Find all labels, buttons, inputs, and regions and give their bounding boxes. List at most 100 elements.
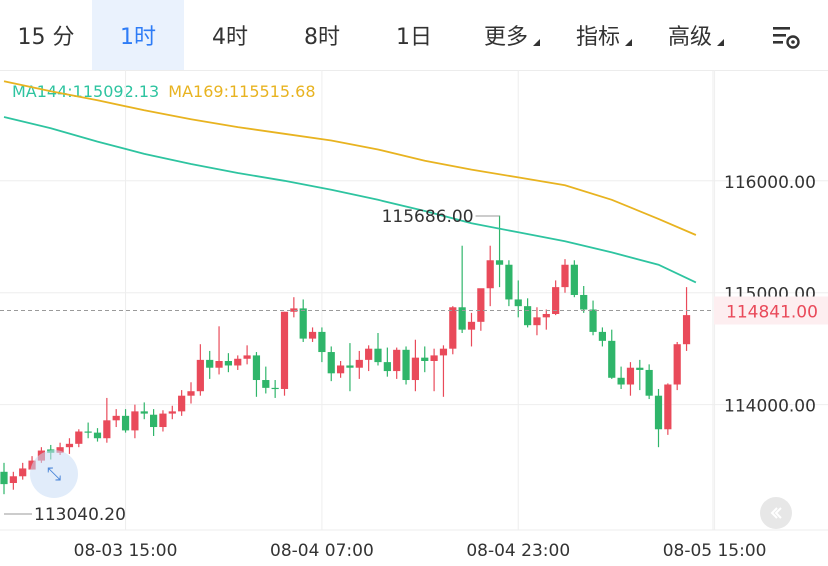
x-tick-label: 08-04 23:00 bbox=[466, 541, 570, 561]
candle-body bbox=[458, 307, 466, 330]
candle-body bbox=[84, 431, 92, 433]
tab-5[interactable]: 更多 bbox=[460, 0, 552, 70]
y-tick-label: 114000.00 bbox=[724, 397, 816, 417]
candle-body bbox=[290, 308, 298, 312]
candle-body bbox=[187, 391, 195, 396]
timeframe-tabs: 15 分 1时 4时 8时 1日 更多 指标 高级 bbox=[0, 0, 828, 71]
x-tick-label: 08-03 15:00 bbox=[74, 541, 178, 561]
candle-body bbox=[598, 331, 606, 341]
tab-1[interactable]: 1时 bbox=[92, 0, 184, 70]
candle-body bbox=[308, 331, 317, 339]
candle-body bbox=[19, 468, 27, 477]
candle-body bbox=[533, 317, 541, 326]
collapse-panel-button[interactable] bbox=[760, 497, 792, 529]
candle-body bbox=[243, 355, 251, 359]
candle-body bbox=[589, 309, 597, 332]
candle-body bbox=[93, 432, 102, 439]
current-price-tag bbox=[714, 296, 828, 325]
tab-3[interactable]: 8时 bbox=[276, 0, 368, 70]
ma-legend: MA144:115092.13 MA169:115515.68 bbox=[12, 82, 316, 101]
candle-body bbox=[262, 380, 270, 388]
tab-label: 4时 bbox=[212, 25, 248, 50]
candle-body bbox=[252, 355, 261, 381]
candle-body bbox=[224, 360, 232, 366]
current-price-label: 114841.00 bbox=[726, 303, 818, 323]
candle-body bbox=[56, 447, 64, 453]
candle-body bbox=[271, 387, 279, 390]
candle-body bbox=[514, 299, 522, 307]
y-tick-label: 116000.00 bbox=[724, 173, 816, 193]
x-tick-label: 08-05 15:00 bbox=[663, 541, 767, 561]
candle-body bbox=[299, 308, 307, 339]
ma169-label: MA169:115515.68 bbox=[168, 82, 316, 101]
candle-body bbox=[65, 443, 74, 448]
candle-body bbox=[280, 311, 289, 389]
tab-label: 更多 bbox=[483, 25, 528, 50]
expand-chart-button[interactable]: ⤡ bbox=[30, 450, 78, 498]
tab-label: 15 分 bbox=[17, 25, 75, 50]
dropdown-triangle-icon bbox=[533, 39, 540, 46]
candle-body bbox=[402, 349, 410, 381]
candle-body bbox=[374, 348, 382, 363]
candle-body bbox=[477, 288, 485, 322]
tab-4[interactable]: 1日 bbox=[368, 0, 460, 70]
low-price-label: 113040.20 bbox=[34, 505, 126, 525]
candle-body bbox=[327, 352, 335, 374]
candle-body bbox=[430, 355, 438, 361]
tab-7[interactable]: 高级 bbox=[644, 0, 736, 70]
candle-body bbox=[131, 411, 139, 431]
candle-body bbox=[206, 359, 214, 368]
candle-body bbox=[542, 313, 550, 318]
chart-settings-button[interactable] bbox=[770, 22, 802, 50]
candle-body bbox=[346, 365, 354, 368]
ma144-line bbox=[3, 116, 697, 284]
tab-2[interactable]: 4时 bbox=[184, 0, 276, 70]
candle-body bbox=[215, 360, 223, 368]
high-price-label: 115686.00 bbox=[382, 207, 474, 227]
candle-body bbox=[103, 420, 111, 439]
candle-body bbox=[337, 365, 345, 374]
candle-body bbox=[421, 357, 429, 361]
tab-label: 高级 bbox=[667, 25, 712, 50]
candle-body bbox=[673, 344, 681, 385]
tab-6[interactable]: 指标 bbox=[552, 0, 644, 70]
expand-arrows-icon: ⤡ bbox=[46, 463, 62, 485]
settings-sliders-icon bbox=[773, 27, 800, 49]
chevron-left-icon bbox=[770, 507, 782, 519]
candle-body bbox=[439, 348, 448, 356]
candle-body bbox=[112, 415, 120, 421]
candle-body bbox=[654, 395, 663, 430]
candle-body bbox=[495, 260, 504, 265]
candle-body bbox=[505, 264, 513, 300]
candle-body bbox=[467, 321, 476, 330]
candle-body bbox=[0, 471, 8, 485]
tab-label: 8时 bbox=[304, 25, 340, 50]
candle-body bbox=[486, 260, 494, 289]
candle-body bbox=[178, 395, 186, 412]
dropdown-triangle-icon bbox=[717, 39, 724, 46]
candle-body bbox=[617, 377, 625, 385]
candle-body bbox=[234, 358, 242, 366]
tab-label: 1日 bbox=[396, 25, 432, 50]
candle-body bbox=[365, 348, 373, 360]
candle-body bbox=[636, 367, 644, 370]
candle-body bbox=[411, 357, 419, 381]
candle-body bbox=[580, 294, 588, 310]
candle-body bbox=[570, 264, 578, 295]
candle-body bbox=[626, 367, 635, 385]
dropdown-triangle-icon bbox=[625, 39, 632, 46]
candle-body bbox=[318, 331, 326, 353]
candle-body bbox=[168, 411, 176, 414]
x-tick-label: 08-04 07:00 bbox=[270, 541, 374, 561]
candle-body bbox=[196, 359, 204, 392]
candle-body bbox=[121, 415, 130, 431]
candle-body bbox=[524, 306, 532, 326]
candle-body bbox=[383, 362, 391, 372]
tab-0[interactable]: 15 分 bbox=[0, 0, 92, 70]
candle-body bbox=[552, 287, 560, 314]
candle-body bbox=[561, 264, 569, 288]
candle-body bbox=[159, 413, 167, 428]
candle-body bbox=[140, 411, 148, 414]
ma169-line bbox=[3, 80, 697, 236]
